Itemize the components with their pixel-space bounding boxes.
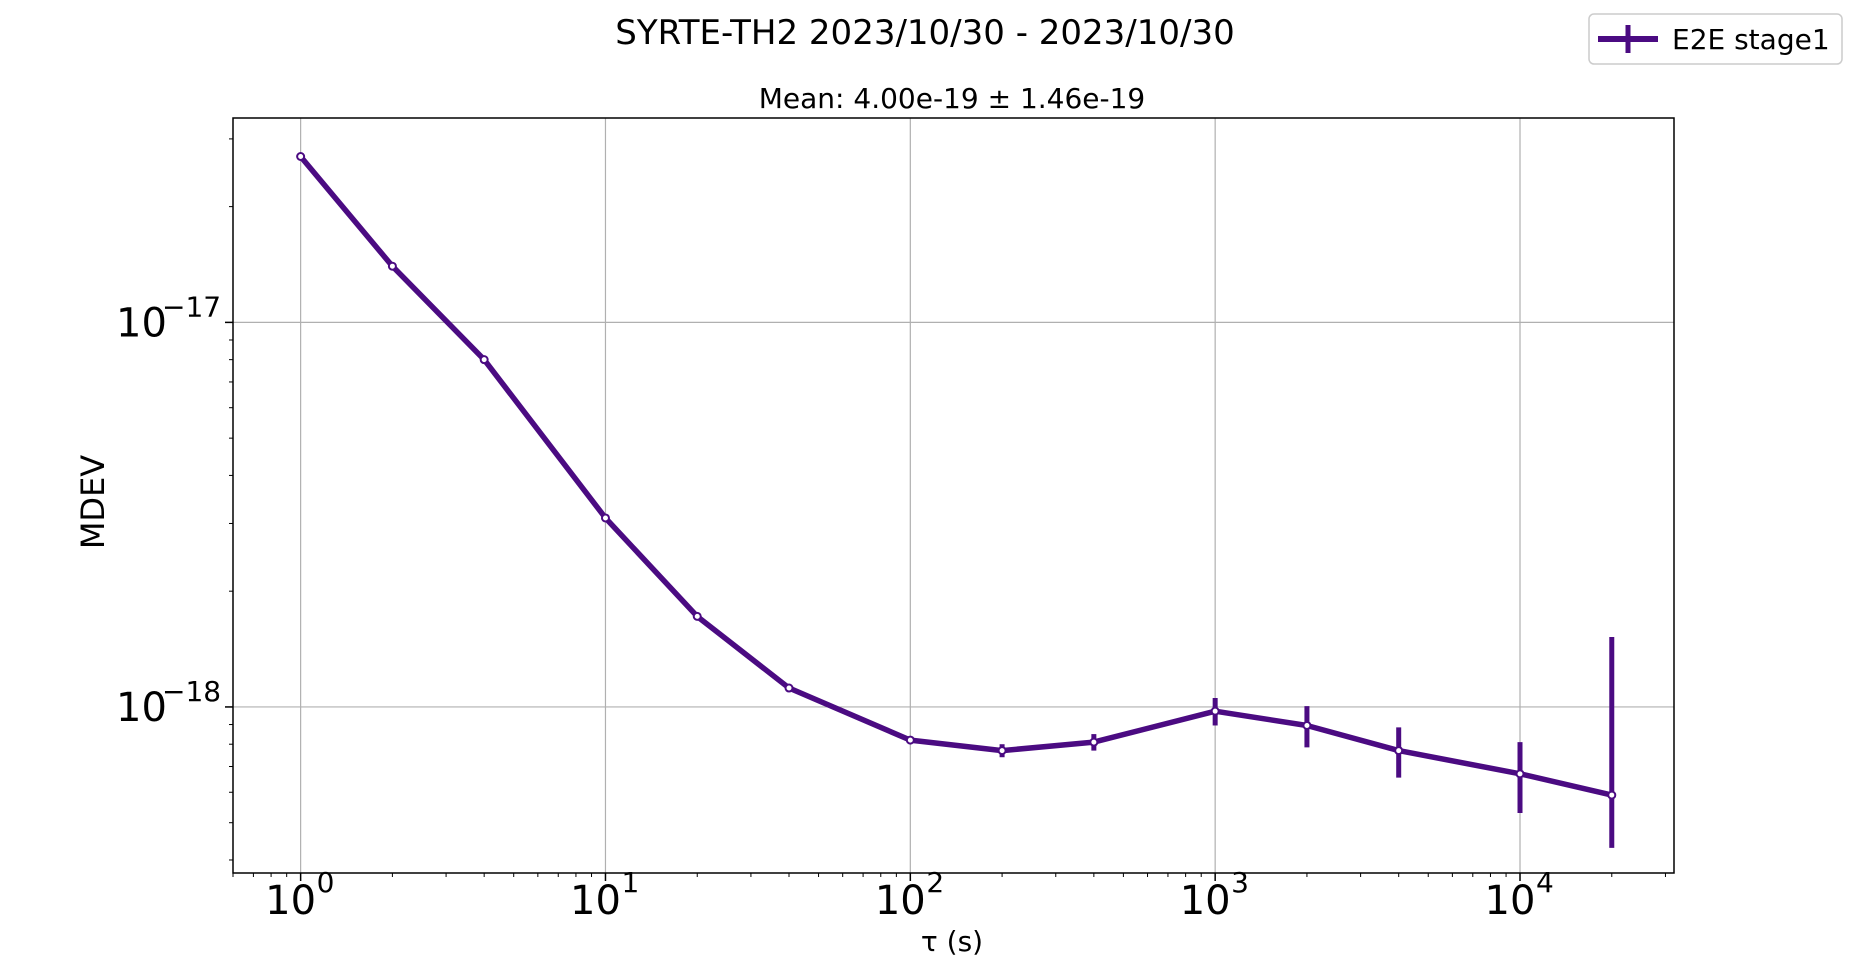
grid-lines	[233, 118, 1674, 873]
x-tick-label: 10	[570, 878, 621, 924]
data-point	[479, 355, 489, 365]
x-tick-label: 10	[875, 878, 926, 924]
x-axis-ticks: 10 0 10 1 10 2 10 3 10 4	[265, 866, 1554, 924]
data-point	[905, 735, 915, 745]
x-tick-label: 10	[265, 878, 316, 924]
minor-ticks	[229, 138, 1666, 877]
series-line	[297, 153, 1615, 798]
legend-label: E2E stage1	[1672, 23, 1830, 56]
y-tick-exponent: −17	[162, 290, 221, 323]
x-tick-label: 10	[1485, 878, 1536, 924]
y-axis-label: MDEV	[74, 455, 112, 549]
data-point	[387, 261, 397, 271]
data-point	[1394, 746, 1404, 756]
chart-subtitle: Mean: 4.00e-19 ± 1.46e-19	[759, 82, 1146, 115]
data-point	[296, 152, 306, 162]
series-group	[296, 152, 1617, 848]
data-point	[600, 513, 610, 523]
x-tick-exponent: 2	[926, 866, 944, 899]
data-point	[1089, 737, 1099, 747]
data-point	[1515, 769, 1525, 779]
y-tick-exponent: −18	[162, 675, 221, 708]
x-tick-exponent: 0	[317, 866, 335, 899]
x-tick-exponent: 3	[1231, 866, 1249, 899]
legend-box	[1588, 13, 1843, 65]
data-point	[784, 683, 794, 693]
data-point	[997, 746, 1007, 756]
y-tick-label: 10	[116, 300, 167, 346]
x-tick-label: 10	[1180, 878, 1231, 924]
data-point	[1302, 720, 1312, 730]
x-tick-exponent: 1	[621, 866, 639, 899]
x-tick-exponent: 4	[1536, 866, 1554, 899]
y-tick-label: 10	[116, 685, 167, 731]
data-point	[1210, 706, 1220, 716]
data-point	[692, 611, 702, 621]
chart-title: SYRTE-TH2 2023/10/30 - 2023/10/30	[615, 13, 1235, 53]
plot-frame	[232, 117, 1675, 874]
legend: E2E stage1	[1588, 13, 1843, 65]
data-point	[1607, 790, 1617, 800]
x-axis-label: τ (s)	[921, 925, 983, 958]
